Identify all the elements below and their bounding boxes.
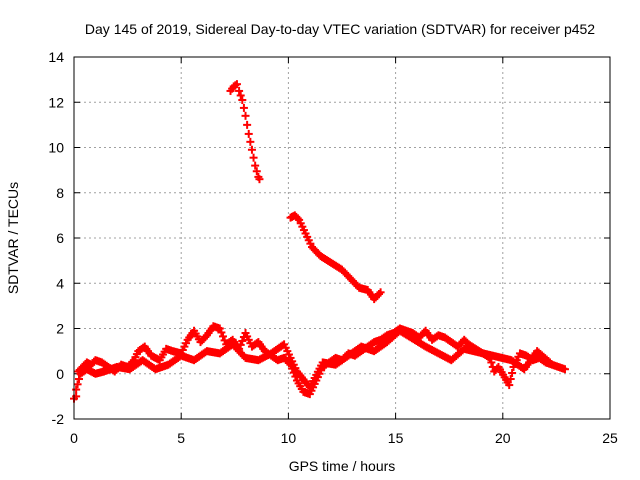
chart-title: Day 145 of 2019, Sidereal Day-to-day VTE… bbox=[85, 21, 595, 37]
data-point bbox=[487, 358, 496, 367]
data-point bbox=[252, 167, 261, 176]
y-tick-label: 10 bbox=[48, 140, 64, 156]
data-point bbox=[232, 80, 241, 89]
x-tick-label: 10 bbox=[281, 430, 297, 446]
data-point bbox=[238, 336, 247, 345]
data-point bbox=[235, 86, 244, 95]
grid-layer bbox=[74, 57, 610, 419]
x-axis-label: GPS time / hours bbox=[289, 458, 396, 474]
y-tick-label: 4 bbox=[56, 275, 64, 291]
y-tick-label: 6 bbox=[56, 230, 64, 246]
data-point bbox=[506, 375, 515, 384]
data-point bbox=[508, 368, 517, 377]
data-point bbox=[255, 175, 264, 184]
plot-frame bbox=[73, 56, 611, 420]
data-points-layer bbox=[70, 80, 569, 403]
data-point bbox=[246, 137, 255, 146]
x-tick-label: 5 bbox=[177, 430, 185, 446]
tick-layer: 0 5 10 15 20 25 -2 0 2 4 6 8 10 12 14 bbox=[48, 49, 618, 446]
data-point bbox=[545, 358, 554, 367]
data-point bbox=[236, 91, 245, 100]
y-tick-label: -2 bbox=[52, 411, 65, 427]
data-point bbox=[73, 380, 82, 389]
data-point bbox=[243, 120, 252, 129]
data-point bbox=[219, 332, 228, 341]
y-tick-label: 8 bbox=[56, 185, 64, 201]
data-point bbox=[505, 381, 514, 390]
y-axis-label: SDTVAR / TECUs bbox=[5, 182, 21, 294]
data-point bbox=[72, 385, 81, 394]
data-point bbox=[217, 328, 226, 337]
data-point bbox=[231, 81, 240, 90]
data-point bbox=[244, 129, 253, 138]
y-tick-label: 2 bbox=[56, 321, 64, 337]
y-tick-label: 12 bbox=[48, 94, 64, 110]
data-point bbox=[241, 111, 250, 120]
data-point bbox=[72, 392, 81, 401]
y-tick-label: 14 bbox=[48, 49, 64, 65]
data-point bbox=[560, 365, 569, 374]
data-point bbox=[544, 357, 553, 366]
x-tick-label: 25 bbox=[602, 430, 618, 446]
data-point bbox=[238, 95, 247, 104]
data-point bbox=[239, 103, 248, 112]
y-tick-label: 0 bbox=[56, 366, 64, 382]
data-point bbox=[75, 375, 84, 384]
x-tick-label: 20 bbox=[495, 430, 511, 446]
data-point bbox=[215, 324, 224, 333]
x-tick-label: 0 bbox=[70, 430, 78, 446]
data-point bbox=[247, 145, 256, 154]
data-point bbox=[236, 340, 245, 349]
data-point bbox=[251, 161, 260, 170]
data-point bbox=[293, 214, 302, 223]
data-point bbox=[376, 288, 385, 297]
x-tick-label: 15 bbox=[388, 430, 404, 446]
data-point bbox=[249, 153, 258, 162]
